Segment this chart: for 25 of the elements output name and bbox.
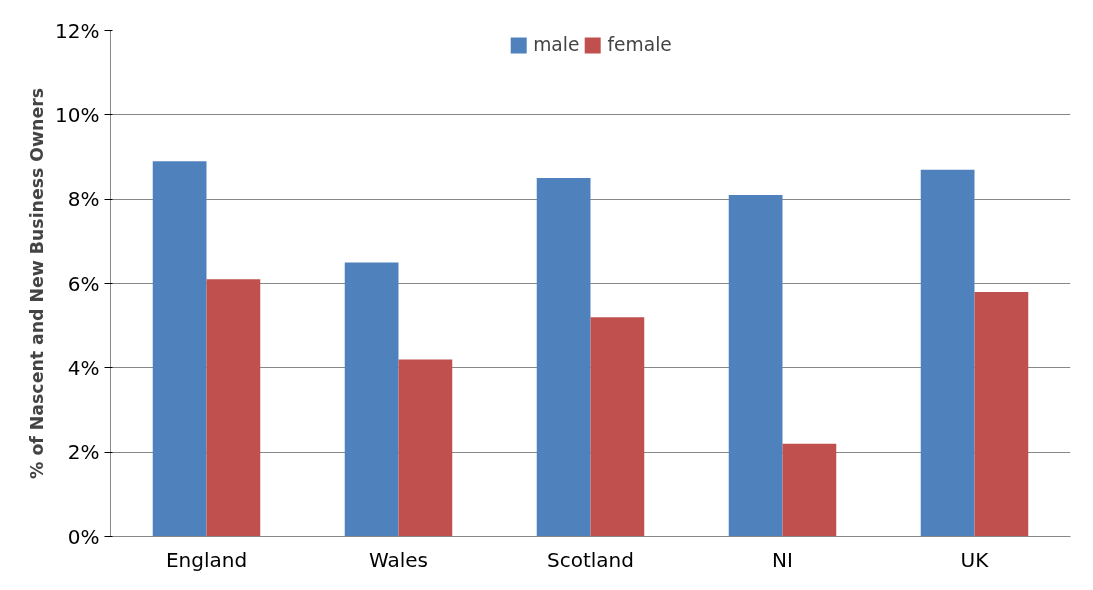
bar — [344, 262, 399, 537]
x-tick-label: England — [165, 547, 248, 572]
x-tick-label: Wales — [368, 547, 429, 572]
y-tick-label: 2% — [67, 440, 100, 465]
bar — [536, 178, 591, 537]
y-tick-label: 6% — [67, 271, 100, 296]
y-tick-label: 0% — [67, 524, 100, 549]
y-tick-label: 12% — [55, 18, 100, 43]
y-tick-label: 10% — [55, 102, 100, 127]
bar — [152, 161, 207, 537]
y-tick-label: 8% — [67, 187, 100, 212]
y-tick-label: 4% — [67, 355, 100, 380]
x-tick-label: Scotland — [547, 547, 634, 572]
bar — [974, 291, 1029, 537]
bar — [920, 169, 975, 537]
legend-label: female — [607, 34, 672, 55]
y-axis-title: % of Nascent and New Business Owners — [27, 87, 48, 480]
bar — [206, 279, 261, 537]
bar — [728, 194, 783, 537]
x-tick-label: UK — [960, 547, 990, 572]
legend-label: male — [533, 34, 580, 55]
bar — [782, 443, 837, 537]
x-tick-label: NI — [772, 547, 793, 572]
bar — [590, 317, 645, 537]
bar — [398, 359, 453, 537]
